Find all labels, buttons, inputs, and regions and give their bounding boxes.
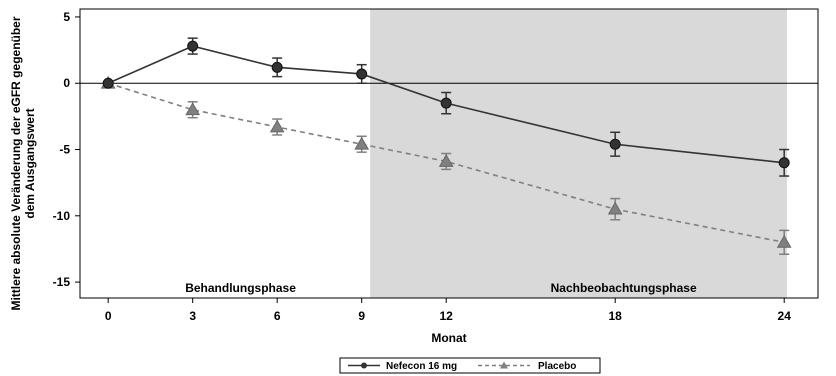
data-point xyxy=(102,77,114,89)
x-tick-label: 3 xyxy=(189,309,196,323)
series-nefecon xyxy=(102,37,790,177)
series-placebo xyxy=(100,75,792,256)
data-point xyxy=(438,153,454,167)
data-point xyxy=(776,234,792,248)
follow-up-phase-label: Nachbeobachtungsphase xyxy=(551,281,697,295)
x-tick-label: 9 xyxy=(358,309,365,323)
data-point xyxy=(607,201,623,215)
legend-label-nefecon: Nefecon 16 mg xyxy=(386,361,457,372)
x-tick-label: 18 xyxy=(609,309,623,323)
y-tick-label: -10 xyxy=(53,209,71,223)
x-axis-title: Monat xyxy=(431,331,466,345)
data-point xyxy=(440,97,452,109)
data-point xyxy=(609,138,621,150)
data-point xyxy=(185,102,201,116)
y-axis-title-line-1: Mittlere absolute Veränderung der eGFR g… xyxy=(9,16,23,310)
legend-box xyxy=(339,357,601,374)
y-tick-label: 5 xyxy=(63,10,70,24)
y-tick-label: -15 xyxy=(53,275,71,289)
legend-marker-nefecon xyxy=(361,362,367,369)
y-tick-label: -5 xyxy=(59,143,70,157)
data-point xyxy=(356,68,368,80)
data-point xyxy=(354,136,370,150)
data-point xyxy=(187,40,199,52)
x-tick-label: 12 xyxy=(440,309,454,323)
legend-label-placebo: Placebo xyxy=(538,361,576,372)
plot-frame xyxy=(79,8,819,299)
data-point xyxy=(778,157,790,169)
data-point xyxy=(269,119,285,133)
x-tick-label: 0 xyxy=(105,309,112,323)
legend: Nefecon 16 mg Placebo xyxy=(339,357,601,374)
x-tick-label: 24 xyxy=(778,309,792,323)
y-axis-title-line-2: dem Ausgangswert xyxy=(23,108,37,218)
legend-marker-placebo xyxy=(500,361,508,369)
y-tick-label: 0 xyxy=(63,76,70,90)
x-tick-label: 6 xyxy=(274,309,281,323)
follow-up-shaded-region xyxy=(370,9,788,298)
data-point xyxy=(271,61,283,73)
treatment-phase-label: Behandlungsphase xyxy=(185,281,296,295)
